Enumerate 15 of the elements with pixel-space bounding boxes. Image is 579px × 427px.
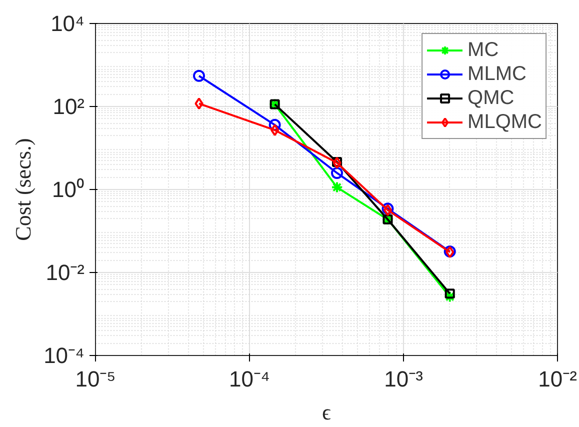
x-tick-label: 10⁻³: [384, 366, 423, 392]
x-axis-title: ϵ: [322, 400, 332, 424]
legend-label: QMC: [468, 86, 514, 110]
x-tick-label: 10⁻⁵: [75, 366, 116, 392]
x-tick-label: 10⁻²: [538, 366, 577, 392]
y-tick-label: 10⁰: [52, 177, 85, 202]
legend-label: MLMC: [468, 62, 526, 86]
y-tick-label: 10⁻⁴: [44, 343, 85, 368]
legend-label: MC: [468, 38, 499, 62]
y-tick-label: 10²: [52, 94, 84, 119]
legend-label: MLQMC: [468, 110, 542, 134]
x-tick-label: 10⁻⁴: [229, 366, 270, 392]
y-tick-label: 10⁻²: [46, 260, 84, 285]
y-tick-label: 10⁴: [50, 11, 85, 36]
y-axis-title: Cost (secs.): [10, 138, 36, 241]
